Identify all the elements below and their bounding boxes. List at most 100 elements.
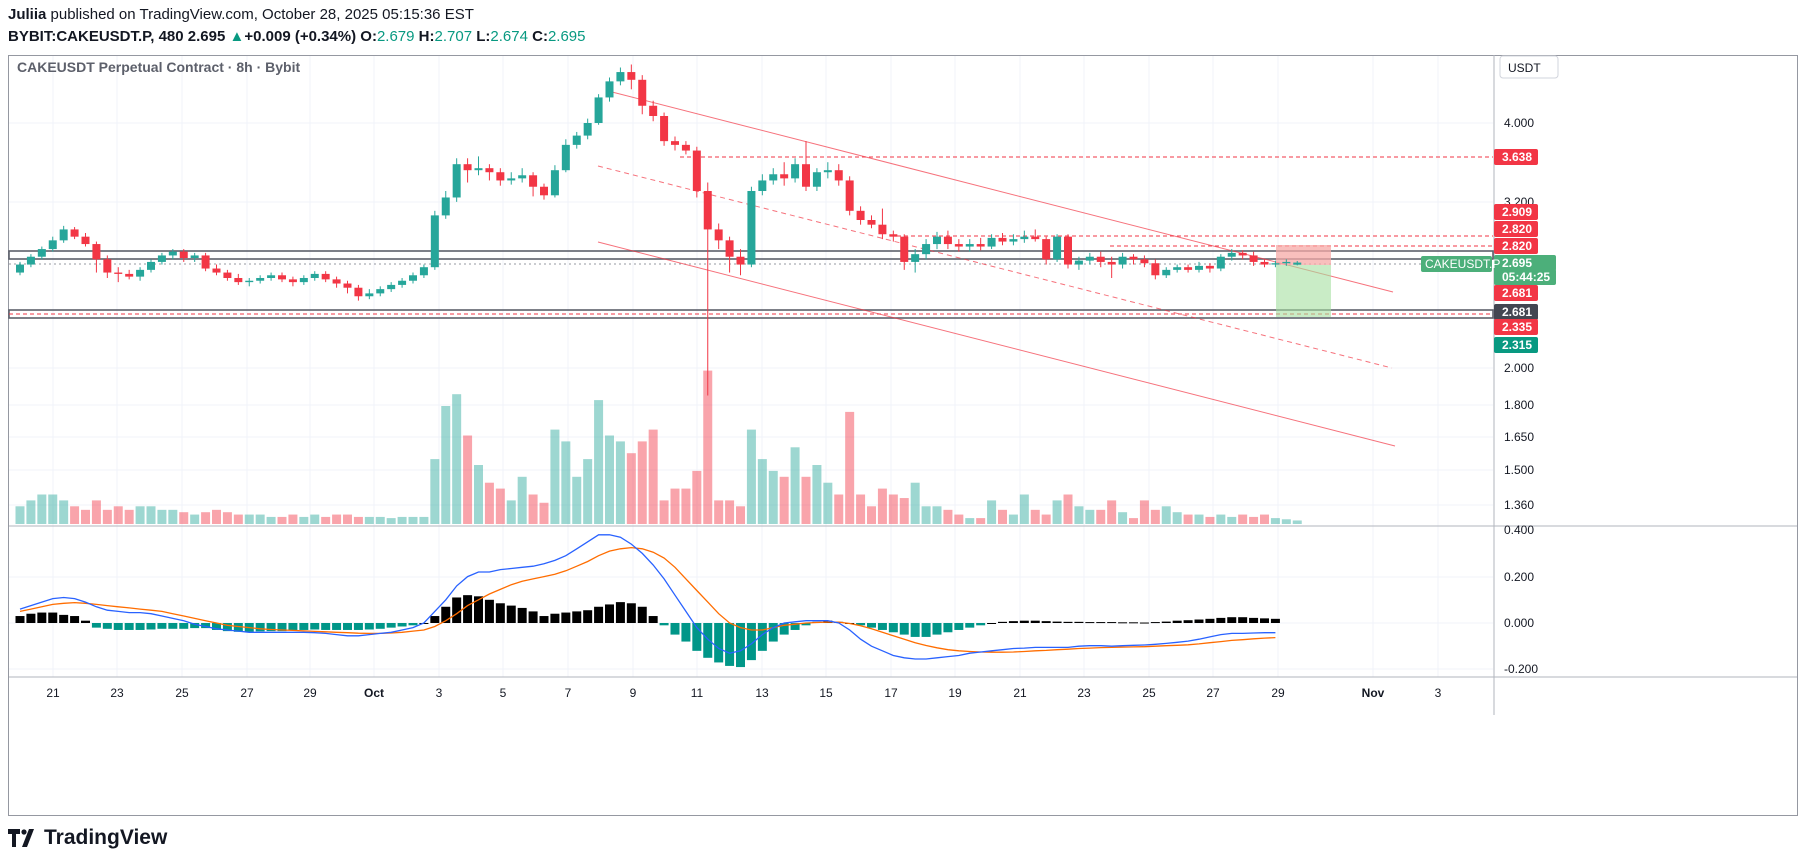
candle-body bbox=[398, 280, 407, 285]
volume-bar bbox=[670, 488, 680, 524]
macd-hist-bar bbox=[1129, 622, 1138, 624]
macd-hist-bar bbox=[321, 623, 331, 630]
price-label-text: 3.638 bbox=[1502, 150, 1532, 164]
volume-bar bbox=[888, 494, 898, 524]
price-label-text: 2.820 bbox=[1502, 222, 1532, 236]
volume-bar bbox=[1183, 514, 1193, 524]
macd-hist-bar bbox=[124, 623, 134, 630]
volume-bar bbox=[703, 370, 713, 524]
candle-body bbox=[1260, 261, 1269, 265]
macd-hist-bar bbox=[135, 623, 145, 630]
price-label-box bbox=[1494, 204, 1538, 220]
macd-hist-bar bbox=[364, 623, 374, 630]
volume-bar bbox=[135, 506, 145, 524]
price-label-text: 2.335 bbox=[1502, 320, 1532, 334]
time-tick-label: 23 bbox=[1077, 686, 1091, 700]
macd-hist-bar bbox=[1052, 621, 1062, 623]
open-value: 2.679 bbox=[376, 28, 415, 45]
volume-bar bbox=[845, 411, 855, 524]
candle-body bbox=[321, 273, 330, 280]
macd-hist-bar bbox=[725, 623, 735, 666]
price-label-box bbox=[1494, 149, 1538, 165]
volume-bar bbox=[81, 509, 90, 524]
candle-body bbox=[37, 249, 46, 257]
macd-hist-bar bbox=[605, 604, 614, 623]
macd-hist-bar bbox=[212, 623, 221, 630]
volume-bar bbox=[1161, 506, 1171, 524]
candle-body bbox=[725, 240, 734, 257]
macd-hist-bar bbox=[168, 623, 178, 629]
volume-bar bbox=[1019, 494, 1029, 524]
macd-hist-bar bbox=[615, 602, 625, 623]
volume-bar bbox=[386, 518, 396, 524]
candle-body bbox=[747, 190, 756, 265]
macd-hist-bar bbox=[561, 612, 571, 623]
price-label-box bbox=[1494, 238, 1538, 254]
macd-hist-bar bbox=[310, 623, 320, 630]
time-tick-label: 13 bbox=[755, 686, 769, 700]
macd-hist-bar bbox=[1227, 617, 1237, 623]
volume-bar bbox=[299, 516, 309, 524]
candle-body bbox=[179, 251, 188, 259]
volume-bar bbox=[943, 509, 953, 524]
price-label-box bbox=[1494, 337, 1538, 353]
volume-bar bbox=[244, 514, 254, 524]
volume-bar bbox=[102, 509, 112, 524]
price-label-text: 2.315 bbox=[1502, 338, 1532, 352]
macd-hist-bar bbox=[692, 623, 702, 651]
symbol-tag-text: CAKEUSDT.P bbox=[1425, 257, 1500, 271]
candle-body bbox=[256, 277, 265, 281]
price-label-box bbox=[1494, 304, 1538, 320]
candle-body bbox=[376, 289, 385, 294]
volume-bar bbox=[572, 476, 582, 524]
candle-body bbox=[1184, 267, 1193, 270]
volume-bar bbox=[1129, 518, 1138, 524]
macd-hist-bar bbox=[26, 613, 36, 623]
candle-body bbox=[605, 81, 614, 98]
time-tick-label: 15 bbox=[819, 686, 833, 700]
candle-body bbox=[1151, 263, 1160, 276]
macd-hist-bar bbox=[91, 623, 101, 628]
volume-bar bbox=[266, 516, 276, 524]
macd-hist-bar bbox=[976, 623, 986, 626]
candle-body bbox=[627, 72, 636, 80]
candle-body bbox=[59, 229, 68, 241]
price-label-box bbox=[1494, 319, 1538, 335]
price-label-box bbox=[1494, 285, 1538, 301]
candle-body bbox=[900, 236, 909, 262]
volume-bar bbox=[714, 500, 724, 524]
time-tick-label: 21 bbox=[1013, 686, 1027, 700]
candle-body bbox=[1096, 256, 1105, 262]
candle-body bbox=[1140, 259, 1149, 264]
macd-hist-bar bbox=[190, 623, 200, 629]
chart-frame bbox=[8, 55, 1798, 816]
candle-body bbox=[769, 174, 778, 181]
candle-body bbox=[1238, 252, 1247, 256]
macd-hist-bar bbox=[681, 623, 691, 642]
candle-body bbox=[736, 256, 745, 265]
candle-body bbox=[147, 261, 155, 270]
candle-body bbox=[550, 170, 559, 196]
candle-body bbox=[987, 237, 996, 247]
volume-bar bbox=[1150, 509, 1160, 524]
candle-body bbox=[823, 170, 832, 173]
candle-body bbox=[780, 174, 789, 179]
short-target-box bbox=[1276, 265, 1331, 317]
candle-body bbox=[1162, 269, 1171, 276]
volume-bar bbox=[517, 476, 527, 524]
candle-body bbox=[310, 273, 319, 278]
price-label-box bbox=[1494, 221, 1538, 237]
volume-bar bbox=[1249, 516, 1259, 524]
candle-body bbox=[70, 229, 79, 237]
macd-hist-bar bbox=[877, 623, 887, 630]
candle-body bbox=[954, 244, 963, 247]
candle-body bbox=[1053, 236, 1062, 260]
candle-body bbox=[1107, 261, 1116, 265]
macd-hist-bar bbox=[965, 623, 975, 628]
candle-body bbox=[419, 267, 428, 276]
volume-bar bbox=[124, 509, 134, 524]
macd-hist-bar bbox=[102, 623, 112, 629]
volume-bar bbox=[626, 453, 636, 524]
candle-body bbox=[463, 164, 472, 171]
